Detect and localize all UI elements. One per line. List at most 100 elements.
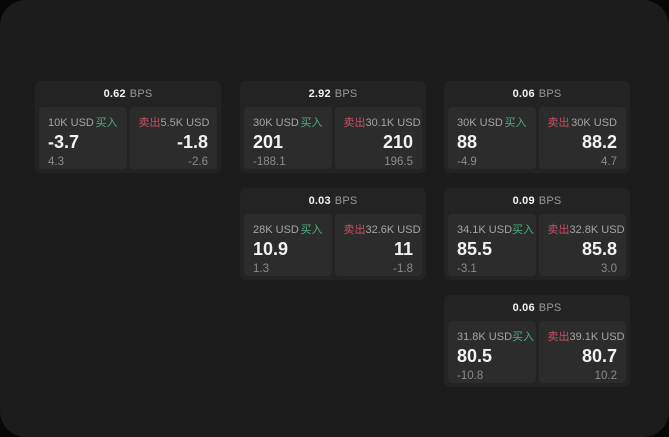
- buy-panel[interactable]: 31.8K USD 买入 80.5 -10.8: [448, 321, 536, 383]
- quote-card-3: 0.06 BPS 30K USD 买入 88 -4.9 卖出 30K USD 8…: [444, 81, 630, 173]
- buy-amount: 31.8K USD: [457, 331, 513, 343]
- sell-panel[interactable]: 卖出 30K USD 88.2 4.7: [538, 107, 626, 169]
- bps-value: 0.62: [103, 88, 126, 100]
- card-header: 0.09 BPS: [444, 188, 630, 214]
- sell-sub-value: -2.6: [188, 155, 208, 168]
- buy-panel[interactable]: 30K USD 买入 201 -188.1: [244, 107, 332, 169]
- sell-panel[interactable]: 卖出 30.1K USD 210 196.5: [334, 107, 422, 169]
- card-header: 0.06 BPS: [444, 81, 630, 107]
- buy-panel-top: 30K USD 买入: [457, 114, 527, 130]
- bps-value: 2.92: [308, 88, 331, 100]
- buy-amount: 30K USD: [457, 117, 503, 129]
- sell-panel-top: 卖出 39.1K USD: [547, 328, 625, 344]
- buy-amount: 30K USD: [253, 117, 299, 129]
- buy-amount: 34.1K USD: [457, 224, 513, 236]
- sell-panel-top: 卖出 5.5K USD: [138, 114, 210, 130]
- sell-tag: 卖出: [547, 117, 570, 129]
- sell-panel[interactable]: 卖出 32.6K USD 11 -1.8: [334, 214, 422, 276]
- buy-price: 88: [457, 132, 478, 152]
- buy-panel-top: 10K USD 买入: [48, 114, 118, 130]
- bps-value: 0.06: [512, 302, 535, 314]
- buy-panel-top: 28K USD 买入: [253, 221, 323, 237]
- quote-panels: 30K USD 买入 201 -188.1 卖出 30.1K USD 210 1…: [240, 107, 426, 169]
- bps-value: 0.03: [308, 195, 331, 207]
- sell-price: 11: [393, 239, 413, 259]
- buy-amount: 10K USD: [48, 117, 94, 129]
- bps-unit: BPS: [538, 195, 562, 207]
- bps-value: 0.09: [512, 195, 535, 207]
- sell-price: 88.2: [581, 132, 617, 152]
- buy-panel[interactable]: 34.1K USD 买入 85.5 -3.1: [448, 214, 536, 276]
- card-header: 0.06 BPS: [444, 295, 630, 321]
- quote-panels: 28K USD 买入 10.9 1.3 卖出 32.6K USD 11 -1.8: [240, 214, 426, 276]
- sell-tag: 卖出: [138, 117, 161, 129]
- sell-sub-value: 4.7: [601, 155, 617, 168]
- quote-card-6: 0.06 BPS 31.8K USD 买入 80.5 -10.8 卖出 39.1…: [444, 295, 630, 387]
- sell-price: 85.8: [581, 239, 617, 259]
- sell-tag: 卖出: [547, 331, 570, 343]
- sell-sub-value: 10.2: [594, 369, 617, 382]
- sell-amount: 5.5K USD: [160, 117, 210, 129]
- bps-value: 0.06: [512, 88, 535, 100]
- quote-panels: 10K USD 买入 -3.7 4.3 卖出 5.5K USD -1.8 -2.…: [35, 107, 221, 169]
- sell-price: 210: [382, 132, 413, 152]
- buy-sub-value: 4.3: [48, 155, 64, 168]
- buy-sub-value: -10.8: [457, 369, 484, 382]
- quote-panels: 34.1K USD 买入 85.5 -3.1 卖出 32.8K USD 85.8…: [444, 214, 630, 276]
- sell-panel[interactable]: 卖出 39.1K USD 80.7 10.2: [538, 321, 626, 383]
- card-header: 0.62 BPS: [35, 81, 221, 107]
- card-header: 0.03 BPS: [240, 188, 426, 214]
- bps-unit: BPS: [334, 195, 358, 207]
- buy-panel-top: 34.1K USD 买入: [457, 221, 534, 237]
- quote-card-4: 0.03 BPS 28K USD 买入 10.9 1.3 卖出 32.6K US…: [240, 188, 426, 280]
- sell-sub-value: 196.5: [384, 155, 413, 168]
- buy-tag: 买入: [512, 331, 535, 343]
- buy-sub-value: 1.3: [253, 262, 269, 275]
- buy-tag: 买入: [300, 224, 323, 236]
- bps-unit: BPS: [538, 88, 562, 100]
- buy-panel[interactable]: 30K USD 买入 88 -4.9: [448, 107, 536, 169]
- buy-panel-top: 31.8K USD 买入: [457, 328, 534, 344]
- sell-amount: 39.1K USD: [569, 331, 625, 343]
- buy-price: 201: [253, 132, 284, 152]
- buy-amount: 28K USD: [253, 224, 299, 236]
- quote-card-5: 0.09 BPS 34.1K USD 买入 85.5 -3.1 卖出 32.8K…: [444, 188, 630, 280]
- sell-amount: 30K USD: [571, 117, 617, 129]
- sell-panel-top: 卖出 30.1K USD: [343, 114, 421, 130]
- buy-price: -3.7: [48, 132, 80, 152]
- quote-panels: 31.8K USD 买入 80.5 -10.8 卖出 39.1K USD 80.…: [444, 321, 630, 383]
- buy-tag: 买入: [504, 117, 527, 129]
- sell-panel-top: 卖出 30K USD: [548, 114, 618, 130]
- buy-panel[interactable]: 10K USD 买入 -3.7 4.3: [39, 107, 127, 169]
- sell-sub-value: -1.8: [393, 262, 413, 275]
- buy-tag: 买入: [512, 224, 535, 236]
- sell-panel-top: 卖出 32.8K USD: [547, 221, 625, 237]
- sell-amount: 32.8K USD: [569, 224, 625, 236]
- sell-amount: 32.6K USD: [365, 224, 421, 236]
- buy-sub-value: -188.1: [253, 155, 286, 168]
- bps-unit: BPS: [129, 88, 153, 100]
- quote-card-2: 2.92 BPS 30K USD 买入 201 -188.1 卖出 30.1K …: [240, 81, 426, 173]
- sell-amount: 30.1K USD: [365, 117, 421, 129]
- bps-unit: BPS: [334, 88, 358, 100]
- buy-sub-value: -4.9: [457, 155, 477, 168]
- sell-panel-top: 卖出 32.6K USD: [343, 221, 421, 237]
- sell-tag: 卖出: [343, 224, 366, 236]
- buy-price: 85.5: [457, 239, 493, 259]
- buy-tag: 买入: [95, 117, 118, 129]
- card-header: 2.92 BPS: [240, 81, 426, 107]
- bps-unit: BPS: [538, 302, 562, 314]
- quote-card-1: 0.62 BPS 10K USD 买入 -3.7 4.3 卖出 5.5K USD…: [35, 81, 221, 173]
- buy-panel-top: 30K USD 买入: [253, 114, 323, 130]
- buy-price: 10.9: [253, 239, 289, 259]
- sell-panel[interactable]: 卖出 32.8K USD 85.8 3.0: [538, 214, 626, 276]
- sell-panel[interactable]: 卖出 5.5K USD -1.8 -2.6: [129, 107, 217, 169]
- buy-price: 80.5: [457, 346, 493, 366]
- buy-sub-value: -3.1: [457, 262, 477, 275]
- quote-panels: 30K USD 买入 88 -4.9 卖出 30K USD 88.2 4.7: [444, 107, 630, 169]
- sell-sub-value: 3.0: [601, 262, 617, 275]
- sell-tag: 卖出: [547, 224, 570, 236]
- sell-price: -1.8: [176, 132, 208, 152]
- buy-panel[interactable]: 28K USD 买入 10.9 1.3: [244, 214, 332, 276]
- sell-tag: 卖出: [343, 117, 366, 129]
